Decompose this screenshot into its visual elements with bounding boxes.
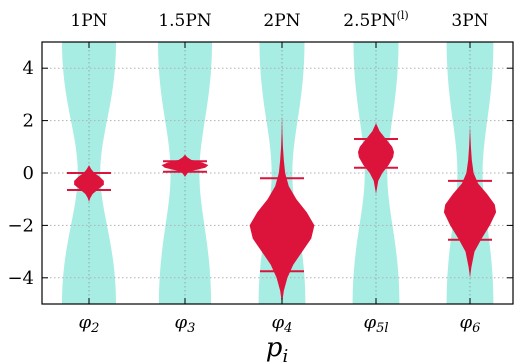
grid-lines (42, 42, 513, 304)
x-axis-label-base: p (266, 333, 283, 362)
category-symbol: φ (363, 312, 376, 333)
category-symbol: φ (460, 312, 473, 333)
category-subscript: 4 (283, 321, 292, 336)
category-symbol: φ (79, 312, 92, 333)
category-label: φ3 (175, 312, 196, 336)
pn-order-labels: 1PN 1.5PN 2PN 2.5PN(l) 3PN (70, 9, 488, 31)
pn-order-text: 2.5PN (343, 11, 396, 31)
y-tick-label: −4 (7, 268, 34, 289)
category-subscript: 6 (472, 321, 480, 336)
category-label: φ6 (460, 312, 481, 336)
category-label: φ5l (363, 312, 388, 336)
pn-order-label: 2.5PN(l) (343, 9, 408, 31)
category-label: φ2 (79, 312, 100, 336)
pn-order-superscript: (l) (397, 9, 409, 22)
pn-order-label: 1.5PN (158, 11, 211, 31)
x-axis-label-sub: i (282, 346, 288, 362)
pn-order-label: 3PN (451, 11, 488, 31)
category-subscript: 5l (376, 321, 388, 336)
pn-order-text: 1.5PN (158, 11, 211, 31)
y-tick-label: 0 (23, 163, 34, 184)
category-symbol: φ (272, 312, 285, 333)
posterior-violin (443, 125, 497, 278)
category-symbol: φ (175, 312, 188, 333)
x-axis-label: pi (266, 333, 288, 362)
posterior-violin (358, 123, 394, 194)
category-subscript: 3 (187, 321, 195, 336)
posterior-violin (161, 154, 209, 177)
category-label: φ4 (272, 312, 293, 336)
pn-order-text: 1PN (70, 11, 107, 31)
pn-order-label: 2PN (263, 11, 300, 31)
interval-lines (67, 137, 492, 273)
pn-order-text: 3PN (451, 11, 488, 31)
x-axis: φ2 φ3 φ4 φ5l φ6 (79, 42, 481, 336)
violins (74, 115, 497, 304)
pn-order-label: 1PN (70, 11, 107, 31)
pn-order-text: 2PN (263, 11, 300, 31)
y-tick-label: 4 (23, 58, 34, 79)
category-subscript: 2 (90, 321, 99, 336)
y-axis: 4 2 0 −2 −4 (7, 58, 513, 289)
posterior-violin (249, 115, 315, 304)
y-tick-label: −2 (7, 215, 34, 236)
y-tick-label: 2 (23, 111, 34, 132)
posterior-violin (74, 165, 104, 202)
